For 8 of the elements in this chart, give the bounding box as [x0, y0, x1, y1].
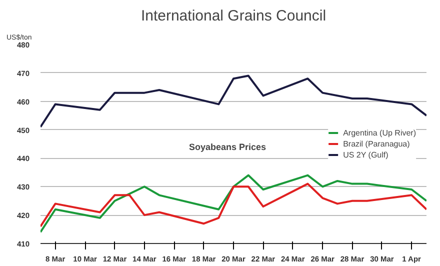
text: Soyabeans Prices: [188, 142, 266, 152]
line-series: [40, 174, 426, 234]
legend-label: Brazil (Paranagua): [343, 139, 410, 148]
line-series: [40, 182, 426, 228]
legend-label: Argentina (Up River): [343, 128, 416, 137]
line-series: [40, 74, 426, 128]
legend-label: US 2Y (Gulf): [343, 150, 388, 159]
chart-title: International Grains Council: [140, 8, 326, 24]
